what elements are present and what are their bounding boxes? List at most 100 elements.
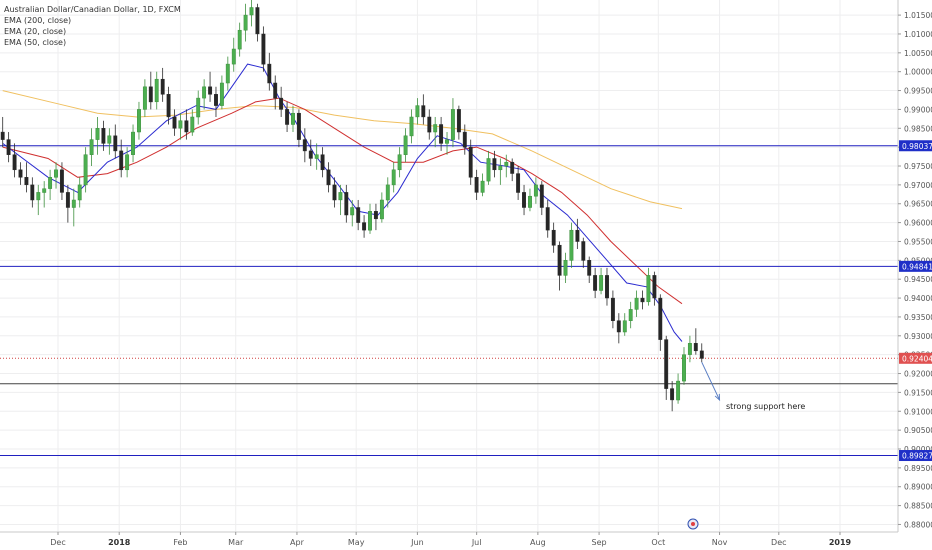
candle-64 bbox=[379, 192, 384, 223]
candle-79 bbox=[468, 139, 473, 185]
x-tick-13: 2019 bbox=[829, 538, 852, 547]
y-tick-3: 0.89500 bbox=[904, 464, 932, 473]
candle-117 bbox=[693, 328, 698, 355]
candle-1 bbox=[6, 132, 11, 163]
candle-113 bbox=[670, 381, 675, 412]
candle-21 bbox=[125, 147, 130, 178]
candle-103 bbox=[610, 290, 615, 329]
candle-82 bbox=[486, 150, 491, 185]
candle-3 bbox=[18, 162, 23, 185]
candle-13 bbox=[77, 177, 82, 208]
candle-54 bbox=[320, 147, 325, 178]
x-tick-0: Dec bbox=[50, 538, 65, 547]
candle-81 bbox=[480, 173, 485, 197]
y-tick-25: 1.00500 bbox=[904, 49, 932, 58]
candle-43 bbox=[255, 3, 260, 42]
candle-56 bbox=[332, 177, 337, 208]
candle-34 bbox=[202, 79, 207, 110]
y-tick-15: 0.95500 bbox=[904, 237, 932, 246]
candles bbox=[0, 0, 704, 412]
candle-91 bbox=[539, 181, 544, 216]
candle-77 bbox=[456, 105, 461, 140]
candle-4 bbox=[24, 162, 29, 193]
candle-98 bbox=[581, 237, 586, 268]
candle-55 bbox=[326, 162, 331, 193]
level-badge-label-2: 0.89827 bbox=[902, 452, 932, 461]
candle-42 bbox=[249, 0, 254, 27]
candle-36 bbox=[214, 86, 218, 117]
candle-22 bbox=[131, 124, 135, 163]
candle-116 bbox=[687, 335, 692, 363]
ema-20-line bbox=[2, 63, 683, 342]
y-tick-4: 0.90000 bbox=[904, 445, 932, 454]
x-tick-1: 2018 bbox=[108, 538, 131, 547]
level-badge-label-0: 0.98037 bbox=[902, 142, 932, 151]
level-badge-1 bbox=[899, 260, 932, 272]
candle-111 bbox=[658, 294, 663, 351]
candle-104 bbox=[616, 313, 621, 344]
candle-35 bbox=[208, 71, 213, 102]
y-tick-18: 0.97000 bbox=[904, 181, 932, 190]
candle-17 bbox=[101, 120, 106, 151]
candle-62 bbox=[368, 203, 372, 234]
grid-lines bbox=[0, 0, 898, 532]
candle-84 bbox=[498, 158, 503, 185]
candle-102 bbox=[605, 267, 609, 306]
candle-68 bbox=[403, 128, 408, 163]
x-tick-9: Sep bbox=[592, 538, 607, 547]
candle-60 bbox=[356, 199, 361, 231]
candle-45 bbox=[267, 52, 272, 91]
candle-8 bbox=[48, 169, 53, 200]
candle-69 bbox=[409, 109, 414, 144]
x-tick-10: Oct bbox=[651, 538, 665, 547]
candle-31 bbox=[184, 109, 189, 140]
level-badge-label-3: 0.92404 bbox=[902, 354, 932, 363]
x-tick-4: Apr bbox=[290, 538, 305, 547]
candle-51 bbox=[302, 128, 307, 163]
candle-18 bbox=[107, 128, 112, 155]
tradingview-logo bbox=[687, 518, 699, 530]
candle-11 bbox=[65, 184, 70, 223]
candle-41 bbox=[243, 3, 248, 42]
candle-24 bbox=[142, 79, 147, 117]
candle-112 bbox=[664, 335, 669, 400]
candle-99 bbox=[587, 256, 592, 283]
legend-ema-50: EMA (50, close) bbox=[4, 38, 67, 47]
y-tick-11: 0.93500 bbox=[904, 313, 932, 322]
arrow-shaft bbox=[701, 361, 720, 401]
x-tick-5: May bbox=[348, 538, 365, 547]
candle-101 bbox=[599, 267, 604, 295]
candle-14 bbox=[83, 147, 88, 193]
y-tick-19: 0.97500 bbox=[904, 162, 932, 171]
candle-86 bbox=[510, 158, 515, 182]
horizontal-levels bbox=[0, 145, 898, 457]
legend-ema-20: EMA (20, close) bbox=[4, 27, 67, 36]
candle-109 bbox=[646, 267, 651, 306]
candle-61 bbox=[362, 215, 367, 238]
level-badge-3 bbox=[899, 352, 932, 364]
candle-27 bbox=[160, 67, 165, 102]
candle-74 bbox=[439, 116, 444, 151]
time-axis: Dec 2018 Feb Mar Apr May Jun Jul Aug Sep Oct Nov Dec… bbox=[0, 531, 932, 550]
candle-80 bbox=[474, 169, 479, 200]
candle-108 bbox=[640, 290, 645, 310]
candle-40 bbox=[237, 22, 242, 57]
candle-48 bbox=[285, 101, 290, 133]
candle-94 bbox=[557, 241, 562, 291]
candle-26 bbox=[154, 71, 159, 110]
level-badge-0 bbox=[899, 140, 932, 152]
ema-200-line bbox=[2, 90, 683, 210]
candle-6 bbox=[36, 184, 41, 216]
candle-9 bbox=[54, 162, 58, 189]
candle-7 bbox=[42, 181, 47, 208]
candle-50 bbox=[296, 109, 301, 148]
legend-ema-200: EMA (200, close) bbox=[4, 16, 72, 25]
x-tick-2: Feb bbox=[173, 538, 187, 547]
candle-15 bbox=[89, 128, 94, 167]
candle-38 bbox=[225, 56, 230, 91]
y-tick-27: 1.01500 bbox=[904, 11, 932, 20]
candle-96 bbox=[569, 222, 574, 268]
candle-20 bbox=[119, 139, 124, 178]
candle-32 bbox=[190, 109, 195, 136]
